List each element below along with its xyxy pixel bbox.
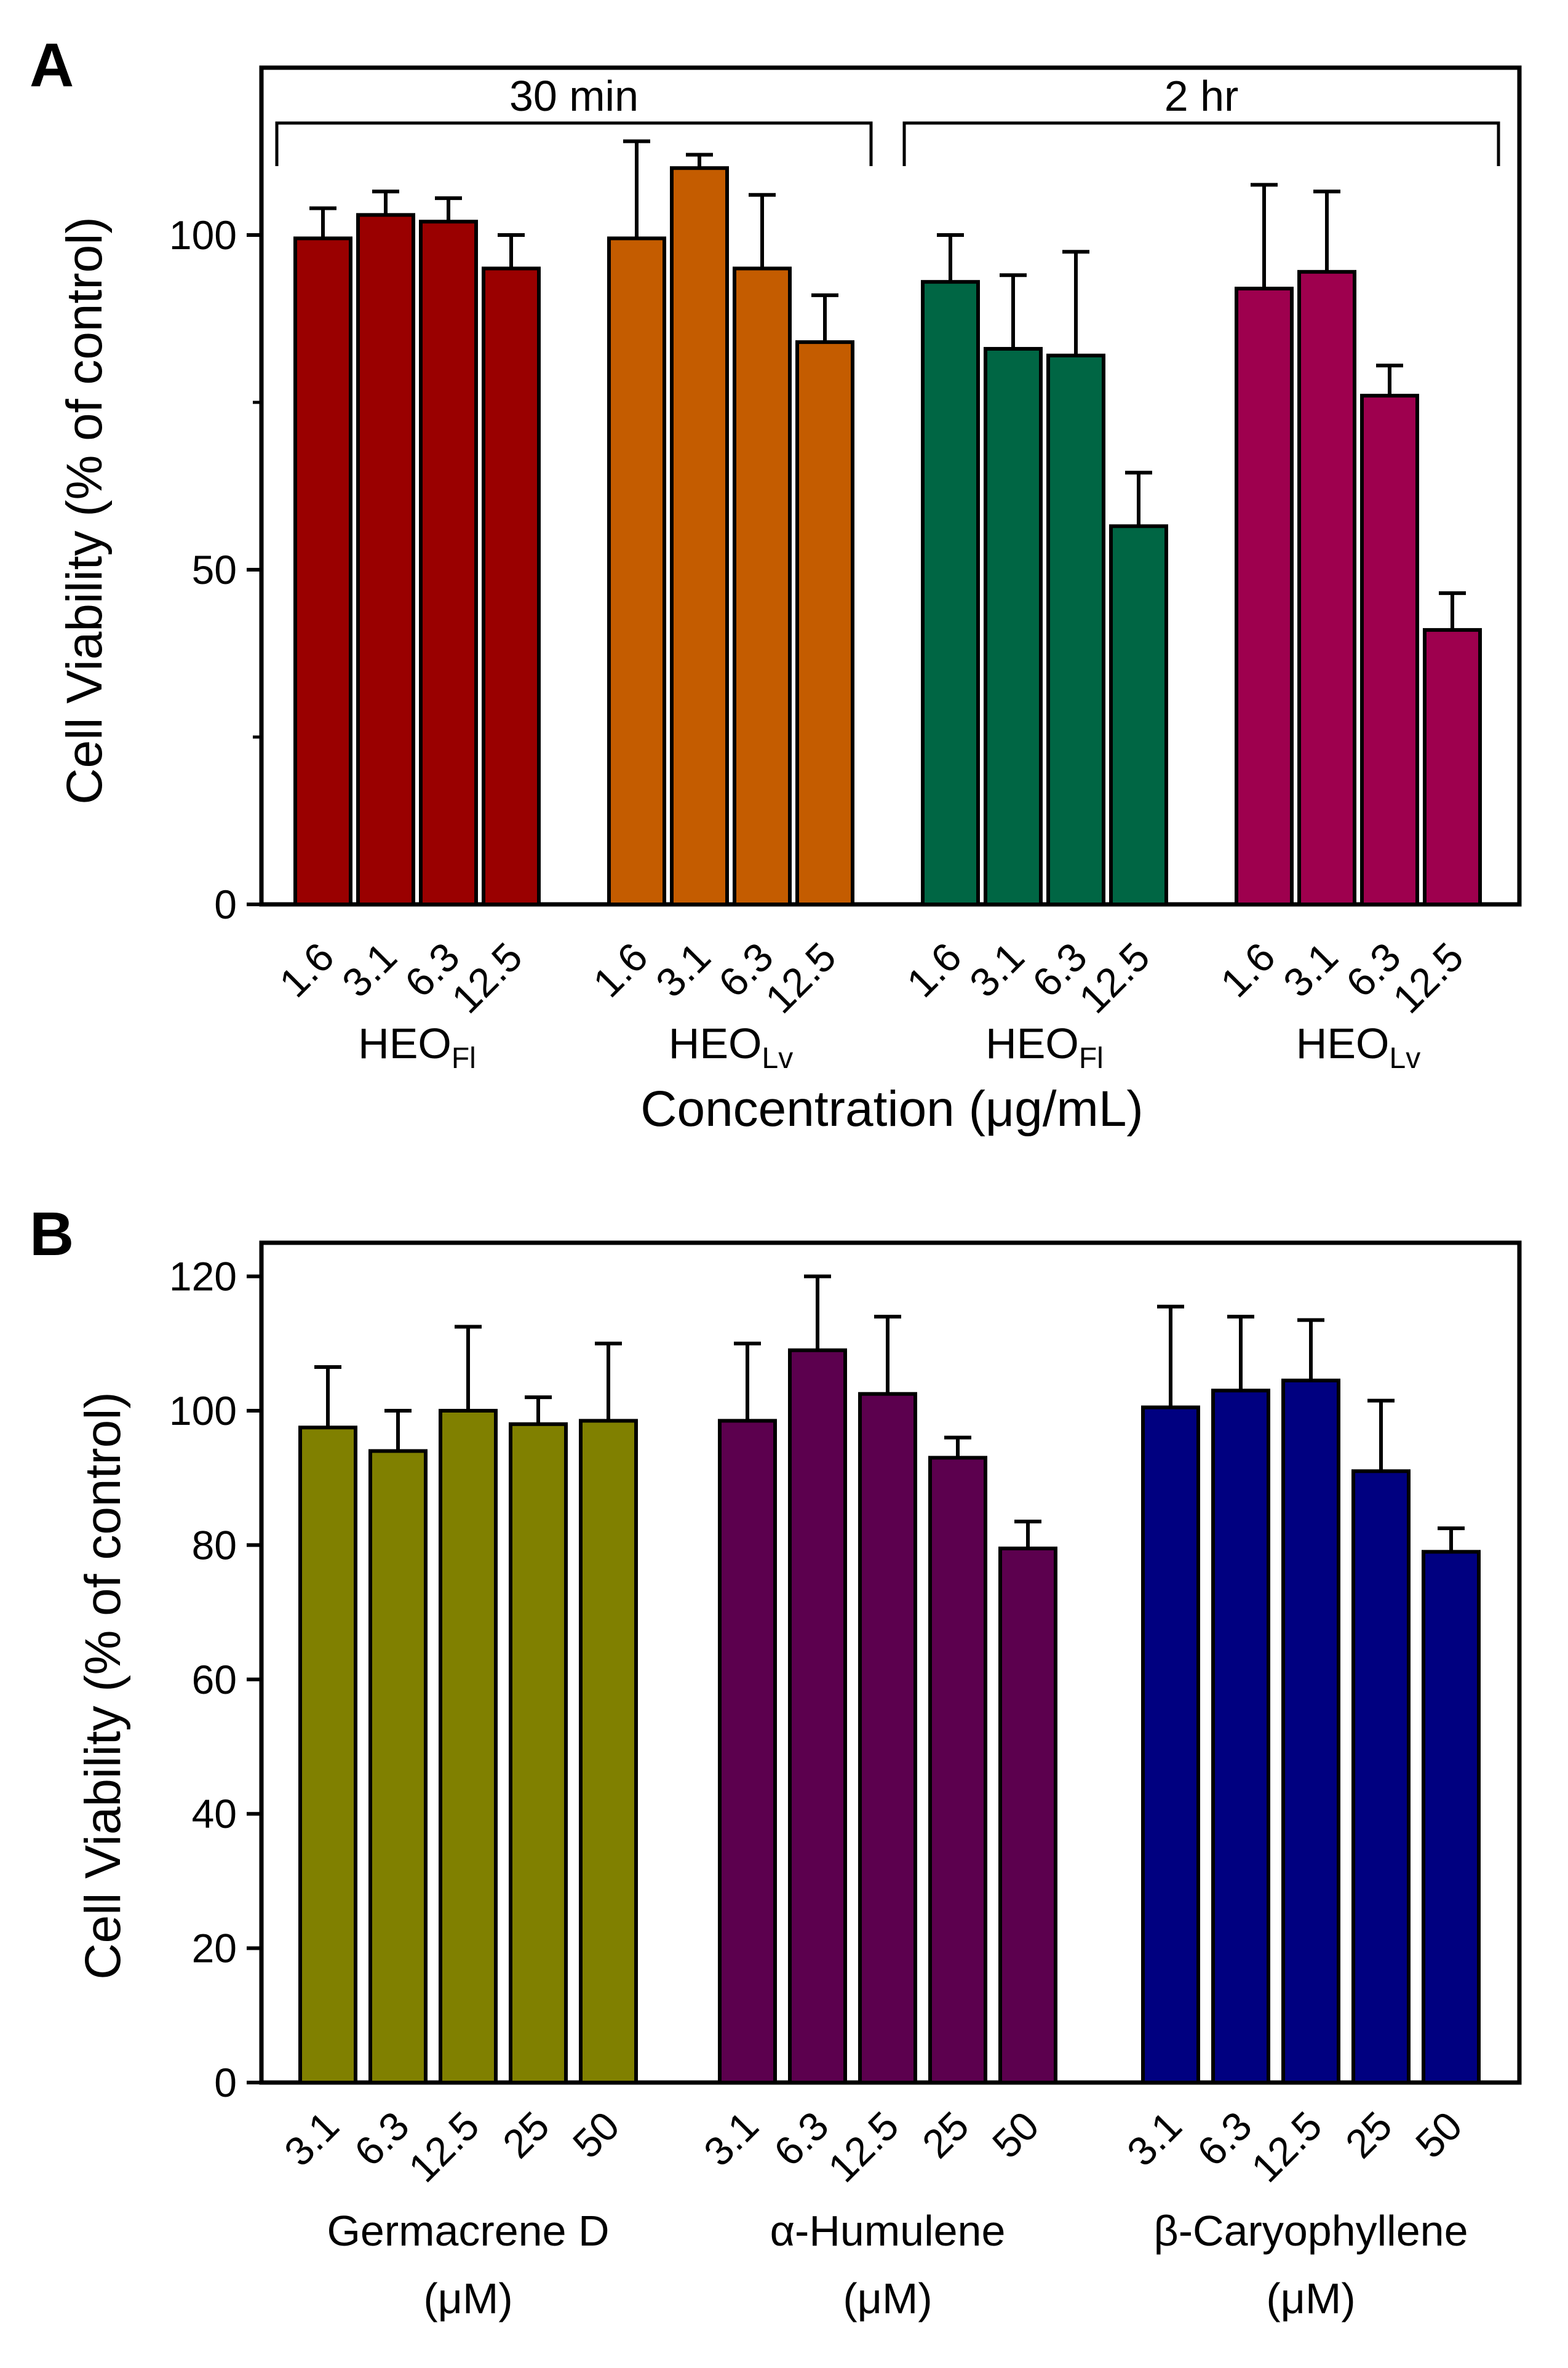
y-tick-label: 80 xyxy=(192,1522,237,1568)
category-label: 25 xyxy=(494,2103,558,2167)
group-label-subscript: Lv xyxy=(762,1042,794,1075)
bar xyxy=(984,346,1043,906)
bar xyxy=(1141,1405,1200,2084)
bar xyxy=(1046,353,1105,906)
bar xyxy=(670,166,729,907)
category-label: 12.5 xyxy=(400,2103,488,2191)
category-label: 3.1 xyxy=(961,934,1033,1006)
bracket-label: 30 min xyxy=(509,72,639,120)
bar xyxy=(607,236,666,907)
bar xyxy=(1351,1469,1411,2084)
category-label: 1.6 xyxy=(584,934,656,1006)
bar xyxy=(1281,1378,1340,2085)
group-label-subscript: Fl xyxy=(1079,1042,1104,1075)
panel-a-ylabel: Cell Viability (% of control) xyxy=(57,217,113,805)
category-label: 3.1 xyxy=(1275,934,1347,1006)
panel-a-letter: A xyxy=(30,31,74,100)
y-tick-label: 20 xyxy=(192,1926,237,1971)
y-tick-label: 100 xyxy=(169,212,237,258)
group-unit-label: (μM) xyxy=(843,2274,932,2322)
bar xyxy=(579,1419,638,2084)
category-label: 50 xyxy=(1407,2103,1471,2167)
y-tick-label: 50 xyxy=(192,547,237,592)
plot-frame-a xyxy=(259,65,1522,907)
category-label: 12.5 xyxy=(1243,2103,1331,2191)
bar xyxy=(1423,628,1482,906)
group-label-subscript: Lv xyxy=(1390,1042,1421,1075)
y-tick-label: 120 xyxy=(169,1254,237,1299)
y-tick-label: 40 xyxy=(192,1791,237,1836)
y-tick-label: 0 xyxy=(214,2060,237,2105)
bar xyxy=(356,213,415,906)
group-label: α-Humulene xyxy=(770,2207,1006,2255)
group-label: HEOFl xyxy=(358,1019,476,1075)
bracket xyxy=(275,121,873,166)
bar xyxy=(439,1409,498,2084)
category-label: 50 xyxy=(564,2103,628,2167)
bar xyxy=(788,1348,847,2084)
bar xyxy=(1360,394,1419,906)
bar xyxy=(998,1546,1057,2085)
bar xyxy=(1211,1389,1270,2084)
panel-b-ylabel: Cell Viability (% of control) xyxy=(75,1392,131,1980)
bar xyxy=(928,1456,987,2084)
panel-b-letter: B xyxy=(30,1200,74,1269)
y-tick-label: 60 xyxy=(192,1657,237,1702)
group-label: HEOLv xyxy=(1296,1019,1420,1075)
group-unit-label: (μM) xyxy=(423,2274,512,2322)
bar xyxy=(921,280,980,907)
category-label: 3.1 xyxy=(276,2103,348,2175)
group-unit-label: (μM) xyxy=(1266,2274,1355,2322)
group-label: HEOFl xyxy=(985,1019,1104,1075)
bar xyxy=(298,1425,357,2084)
category-label: 1.6 xyxy=(271,934,343,1006)
category-label: 12.5 xyxy=(757,934,845,1022)
category-label: 1.6 xyxy=(1212,934,1284,1006)
group-label: β-Caryophyllene xyxy=(1153,2207,1468,2255)
category-label: 12.5 xyxy=(1384,934,1472,1022)
bar xyxy=(482,266,541,906)
category-label: 3.1 xyxy=(333,934,405,1006)
bar xyxy=(858,1392,917,2084)
category-label: 12.5 xyxy=(1070,934,1158,1022)
category-label: 3.1 xyxy=(1118,2103,1190,2175)
bar xyxy=(718,1419,777,2084)
group-label: HEOLv xyxy=(669,1019,793,1075)
category-label: 3.1 xyxy=(695,2103,767,2175)
bracket-label: 2 hr xyxy=(1164,72,1239,120)
y-tick-label: 0 xyxy=(214,882,237,927)
category-label: 50 xyxy=(984,2103,1048,2167)
group-label-subscript: Fl xyxy=(452,1042,476,1075)
y-tick-label: 100 xyxy=(169,1388,237,1433)
category-label: 12.5 xyxy=(819,2103,907,2191)
panel-a-xlabel: Concentration (μg/mL) xyxy=(640,1081,1143,1137)
category-label: 12.5 xyxy=(443,934,531,1022)
category-label: 3.1 xyxy=(647,934,719,1006)
group-label: Germacrene D xyxy=(327,2207,609,2255)
category-label: 25 xyxy=(913,2103,977,2167)
bar xyxy=(293,236,352,907)
panel-a-chart: 0501001.63.16.312.5HEOFl1.63.16.312.5HEO… xyxy=(169,65,1522,1075)
bar xyxy=(733,266,792,906)
bracket xyxy=(902,121,1500,166)
bar xyxy=(368,1449,428,2084)
bar xyxy=(1235,287,1294,907)
category-label: 25 xyxy=(1337,2103,1401,2167)
bar xyxy=(419,220,478,906)
bar xyxy=(509,1422,568,2085)
bar xyxy=(1422,1550,1481,2085)
bar xyxy=(1297,269,1356,907)
bar xyxy=(795,340,854,906)
category-label: 1.6 xyxy=(898,934,970,1006)
bar xyxy=(1109,524,1168,906)
